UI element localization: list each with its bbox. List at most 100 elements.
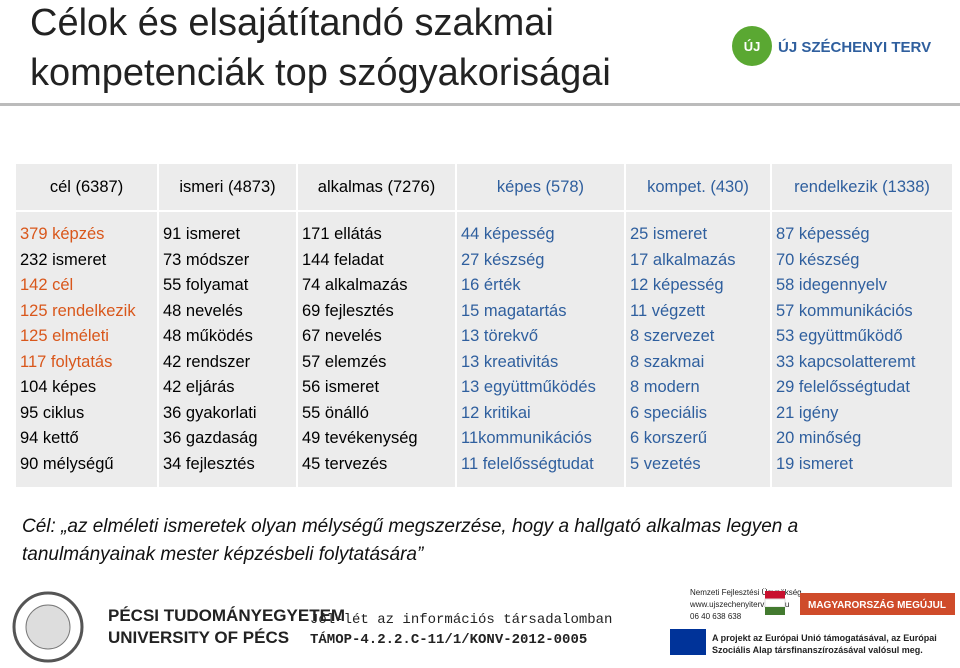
item: 48 működés (163, 327, 253, 345)
item: 232 ismeret (20, 250, 107, 269)
logo-text: ÚJ SZÉCHENYI TERV (778, 38, 931, 56)
item: 13 kreativitás (461, 352, 559, 371)
item: 45 tervezés (302, 454, 388, 473)
item: 13 együttműködés (461, 378, 596, 396)
item: 44 képesség (461, 225, 555, 243)
item: 69 fejlesztés (302, 301, 394, 320)
item: 70 készség (776, 250, 860, 269)
item: 16 érték (461, 276, 521, 294)
logo: ÚJ ÚJ SZÉCHENYI TERV (732, 26, 931, 66)
title: kompetenciák top szógyakoriságai (30, 52, 611, 94)
item: 5 vezetés (630, 454, 701, 473)
item: 57 kommunikációs (776, 301, 913, 320)
agency-web: www.ujszechenyiterv.gov.hu (689, 600, 789, 609)
divider (0, 103, 960, 106)
item: 144 feladat (302, 250, 384, 269)
item: 17 alkalmazás (630, 250, 736, 269)
header-cell: kompet. (430) (624, 162, 772, 212)
item: 6 speciális (630, 403, 708, 422)
slogan-box (800, 593, 955, 615)
item: 58 idegennyelv (776, 276, 888, 294)
item: 36 gyakorlati (163, 403, 257, 422)
column-cell: 379 képzés 232 ismeret 142 cél 125 rendelke… (14, 210, 159, 489)
item: 13 törekvő (461, 327, 539, 345)
flag (765, 607, 785, 615)
item: 74 alkalmazás (302, 276, 408, 294)
agency-phone: 06 40 638 638 (690, 612, 742, 621)
item: 57 elemzés (302, 352, 387, 371)
item: 11 végzett (630, 301, 705, 320)
item: 21 igény (776, 403, 839, 422)
item: 87 képesség (776, 225, 870, 243)
seal (12, 591, 84, 663)
body-row: 379 képzés 232 ismeret 142 cél 125 rendelke… (14, 210, 954, 489)
item: 11kommunikációs (461, 429, 592, 447)
item: 379 képzés (20, 225, 105, 243)
item: 49 tevékenység (302, 429, 418, 447)
item: 55 folyamat (163, 276, 249, 294)
header-cell: képes (578) (455, 162, 626, 212)
flag (765, 591, 785, 599)
item: 19 ismeret (776, 454, 854, 473)
item: 67 nevelés (302, 327, 382, 345)
item: 73 módszer (163, 250, 250, 269)
item: 53 együttműködő (776, 327, 903, 345)
column-cell: 25 ismeret 17 alkalmazás 12 képesség 11 vég… (624, 210, 772, 489)
item: 90 mélységű (20, 454, 114, 473)
item: 91 ismeret (163, 225, 241, 243)
item: 142 cél (20, 276, 74, 294)
logo-badge-text: ÚJ (744, 39, 761, 54)
item: 12 képesség (630, 276, 724, 294)
table: cél (6387) ismeri (4873) alkalmas (7276) ké… (14, 162, 954, 489)
item: 25 ismeret (630, 225, 708, 243)
item: 48 nevelés (163, 301, 243, 320)
column-cell: 91 ismeret 73 módszer 55 folyamat 48 nevelé… (157, 210, 298, 489)
item: 29 felelősségtudat (776, 378, 910, 396)
title: Célok és elsajátítandó szakmai (30, 2, 554, 44)
item: 117 folytatás (20, 352, 113, 371)
item: 8 szakmai (630, 352, 705, 371)
eu-note: Szociális Alap társfinanszírozásával val… (712, 645, 923, 655)
item: 34 fejlesztés (163, 454, 255, 473)
column-cell: 44 képesség 27 készség 16 érték 15 magatart… (455, 210, 626, 489)
eu-flag (670, 629, 706, 655)
item: 15 magatartás (461, 301, 567, 320)
item: 56 ismeret (302, 378, 380, 396)
item: 42 eljárás (163, 378, 235, 396)
header-cell: rendelkezik (1338) (770, 162, 954, 212)
quote: Cél: „az elméleti ismeretek olyan mélysé… (22, 516, 799, 537)
column-cell: 87 képesség 70 készség 58 idegennyelv 57 ko… (770, 210, 954, 489)
item: 27 készség (461, 250, 545, 269)
item: 36 gazdaság (163, 429, 258, 447)
item: 55 önálló (302, 403, 369, 422)
item: 171 ellátás (302, 225, 382, 243)
footer: PÉCSI TUDOMÁNYEGYETEM UNIVERSITY OF PÉCS… (12, 588, 955, 663)
item: 95 ciklus (20, 403, 85, 422)
seal (25, 604, 71, 650)
item: 33 kapcsolatteremt (776, 352, 916, 371)
university: PÉCSI TUDOMÁNYEGYETEM (108, 606, 345, 625)
item: 20 minőség (776, 429, 862, 447)
item: 8 szervezet (630, 327, 715, 345)
header-cell: ismeri (4873) (157, 162, 298, 212)
item: 125 rendelkezik (20, 301, 136, 320)
item: 8 modern (630, 378, 700, 396)
item: 94 kettő (20, 429, 79, 447)
item: 12 kritikai (461, 403, 531, 422)
flag (764, 598, 786, 608)
agency: Nemzeti Fejlesztési Ügynökség (690, 588, 802, 597)
header-cell: alkalmas (7276) (296, 162, 457, 212)
header-cell: cél (6387) (14, 162, 159, 212)
eu-note: A projekt az Európai Unió támogatásával,… (712, 633, 937, 643)
item: 11 felelősségtudat (461, 454, 594, 473)
item: 6 korszerű (630, 429, 708, 447)
university: UNIVERSITY OF PÉCS (108, 628, 289, 647)
quote: tanulmányainak mester képzésbeli folytat… (22, 544, 424, 565)
column-cell: 171 ellátás 144 feladat 74 alkalmazás 69 fe… (296, 210, 457, 489)
logo-badge (732, 26, 772, 66)
header-row: cél (6387) ismeri (4873) alkalmas (7276) ké… (14, 162, 954, 212)
item: 125 elméleti (20, 327, 109, 345)
item: 104 képes (20, 378, 97, 396)
item: 42 rendszer (163, 352, 251, 371)
